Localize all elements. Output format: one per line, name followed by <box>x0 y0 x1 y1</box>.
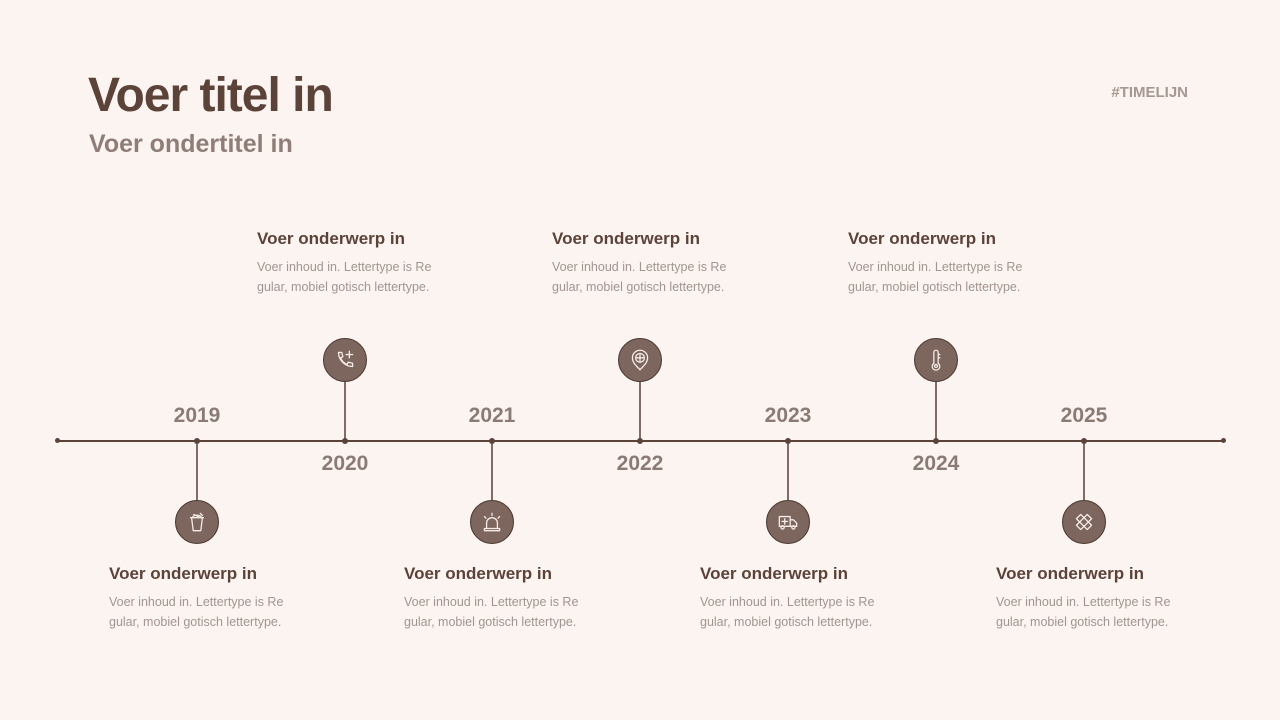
event-dot <box>933 438 939 444</box>
event-body: Voer inhoud in. Lettertype is Regular, m… <box>848 260 1023 294</box>
event-stem <box>344 382 346 440</box>
event-icon-badge <box>1062 500 1106 544</box>
event-heading: Voer onderwerp in <box>552 229 700 248</box>
event-dot <box>342 438 348 444</box>
event-stem <box>639 382 641 440</box>
event-text-block: Voer onderwerp in Voer inhoud in. Letter… <box>109 564 289 632</box>
event-heading: Voer onderwerp in <box>404 564 552 583</box>
event-text-block: Voer onderwerp in Voer inhoud in. Letter… <box>700 564 880 632</box>
location-pin-plus-icon <box>631 349 649 371</box>
ambulance-icon <box>778 515 798 530</box>
timeline-start-dot <box>55 438 60 443</box>
event-body: Voer inhoud in. Lettertype is Regular, m… <box>552 260 727 294</box>
event-icon-badge <box>618 338 662 382</box>
event-body: Voer inhoud in. Lettertype is Regular, m… <box>700 595 875 629</box>
event-heading: Voer onderwerp in <box>257 229 405 248</box>
event-heading: Voer onderwerp in <box>848 229 996 248</box>
takeaway-cup-icon <box>189 512 205 532</box>
event-body: Voer inhoud in. Lettertype is Regular, m… <box>996 595 1171 629</box>
page-title: Voer titel in <box>88 69 334 122</box>
event-stem <box>1083 444 1085 500</box>
event-dot <box>785 438 791 444</box>
event-dot <box>489 438 495 444</box>
event-year: 2022 <box>616 452 664 475</box>
event-body: Voer inhoud in. Lettertype is Regular, m… <box>404 595 579 629</box>
event-text-block: Voer onderwerp in Voer inhoud in. Letter… <box>257 229 437 297</box>
event-stem <box>935 382 937 440</box>
event-stem <box>787 444 789 500</box>
event-text-block: Voer onderwerp in Voer inhoud in. Letter… <box>996 564 1176 632</box>
event-body: Voer inhoud in. Lettertype is Regular, m… <box>109 595 284 629</box>
phone-plus-icon <box>337 350 354 368</box>
event-text-block: Voer onderwerp in Voer inhoud in. Letter… <box>404 564 584 632</box>
event-year: 2021 <box>468 404 516 427</box>
event-icon-badge <box>470 500 514 544</box>
event-year: 2020 <box>321 452 369 475</box>
event-text-block: Voer onderwerp in Voer inhoud in. Letter… <box>848 229 1028 297</box>
event-stem <box>491 444 493 500</box>
alarm-siren-icon <box>483 512 501 532</box>
event-icon-badge <box>766 500 810 544</box>
event-stem <box>196 444 198 500</box>
event-body: Voer inhoud in. Lettertype is Regular, m… <box>257 260 432 294</box>
bandage-icon <box>1075 513 1093 531</box>
event-icon-badge <box>914 338 958 382</box>
event-year: 2023 <box>764 404 812 427</box>
hashtag-label: #TIMELIJN <box>1111 84 1188 101</box>
event-heading: Voer onderwerp in <box>996 564 1144 583</box>
event-year: 2019 <box>173 404 221 427</box>
event-dot <box>1081 438 1087 444</box>
event-heading: Voer onderwerp in <box>109 564 257 583</box>
event-dot <box>194 438 200 444</box>
thermometer-icon <box>931 349 941 371</box>
event-dot <box>637 438 643 444</box>
page-subtitle: Voer ondertitel in <box>89 130 293 158</box>
event-heading: Voer onderwerp in <box>700 564 848 583</box>
event-year: 2025 <box>1060 404 1108 427</box>
event-icon-badge <box>323 338 367 382</box>
event-text-block: Voer onderwerp in Voer inhoud in. Letter… <box>552 229 732 297</box>
timeline-end-dot <box>1221 438 1226 443</box>
event-year: 2024 <box>912 452 960 475</box>
event-icon-badge <box>175 500 219 544</box>
